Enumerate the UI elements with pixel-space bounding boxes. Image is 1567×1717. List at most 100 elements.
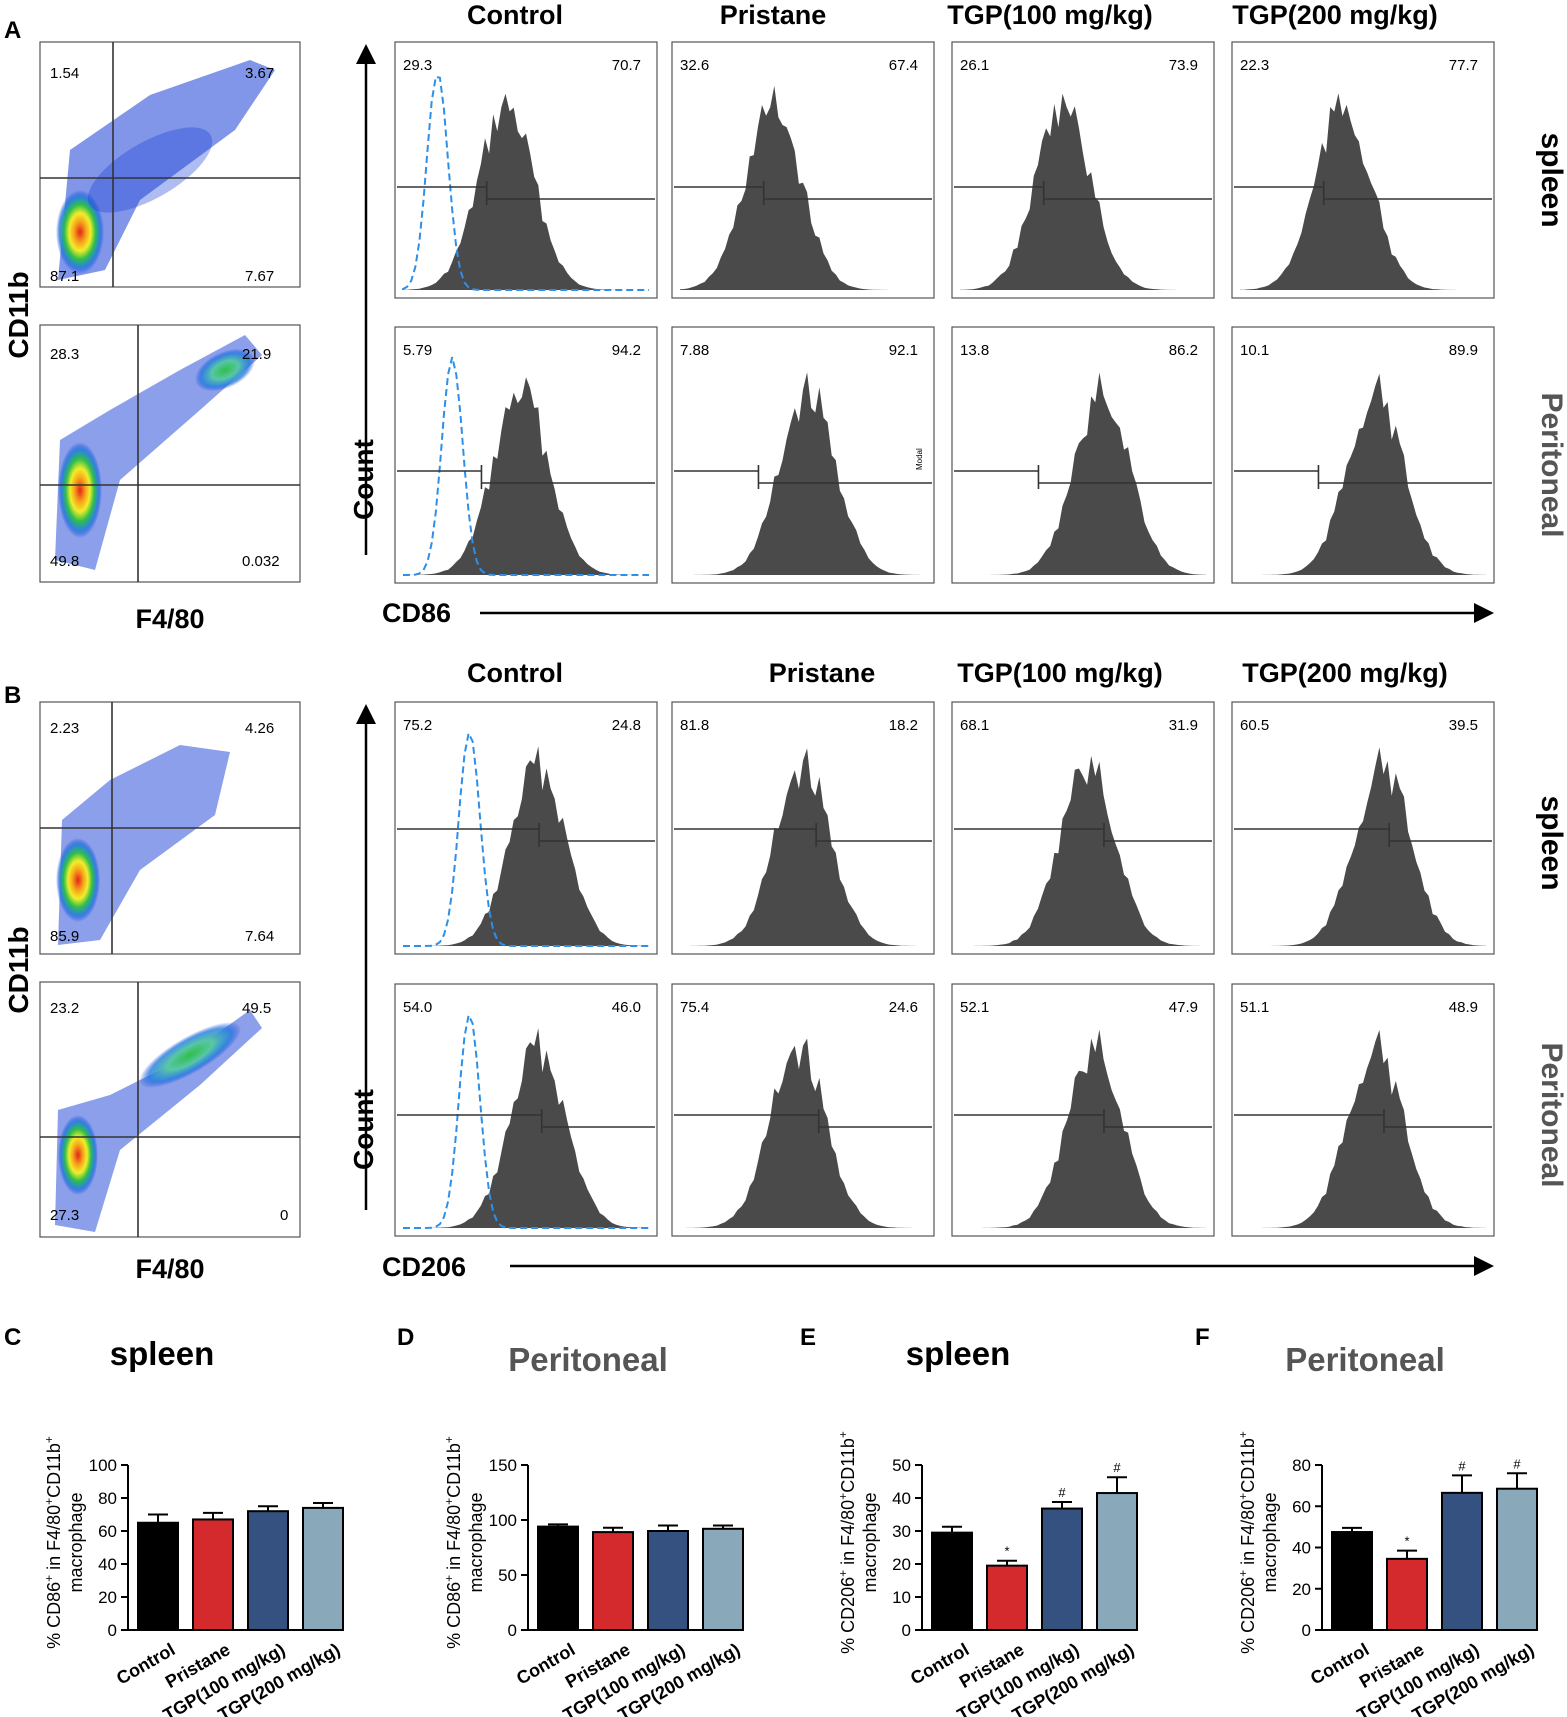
b-title-tgp100: TGP(100 mg/kg): [957, 658, 1163, 688]
chart-e-title: spleen: [906, 1335, 1011, 1372]
chart-e-ytick-label-4: 40: [892, 1489, 911, 1508]
chart-d-bar-2: [647, 1530, 689, 1631]
b-ylabel-cd11b: CD11b: [3, 926, 34, 1013]
a-spleen-histogram-3: [1240, 93, 1486, 290]
b-spleen-hist-3: 60.5 39.5: [1231, 701, 1495, 955]
b-peritoneal-isotype-curve: [403, 1012, 649, 1229]
b-xlabel-f480: F4/80: [135, 1254, 204, 1284]
a-peritoneal-histogram-2: [960, 372, 1206, 575]
chart-f-ytick-label-2: 40: [1292, 1539, 1311, 1558]
panel-b: Control Pristane TGP(100 mg/kg) TGP(200 …: [3, 658, 1567, 1284]
a-title-tgp200: TGP(200 mg/kg): [1232, 0, 1438, 30]
a-peritoneal-isotype-curve: [403, 356, 649, 576]
a-peritoneal-pos-pct-0: 94.2: [612, 342, 641, 359]
chart-e-bar-3: [1096, 1492, 1138, 1632]
b-dp-ll: 27.3: [50, 1207, 79, 1224]
b-peritoneal-neg-pct-1: 75.4: [680, 999, 709, 1016]
chart-c-ylabel: % CD86+ in F4/80+CD11b+: [42, 1436, 64, 1649]
chart-f-ytick-label-1: 20: [1292, 1580, 1311, 1599]
a-dp-lr: 0.032: [242, 553, 280, 570]
chart-e-annotation-1: *: [1004, 1544, 1009, 1559]
a-dp-ll: 49.8: [50, 553, 79, 570]
a-spleen-hist-2: 26.1 73.9: [951, 41, 1215, 299]
b-dp-lr: 0: [280, 1207, 288, 1224]
chart-e-ytick-label-3: 30: [892, 1522, 911, 1541]
b-peritoneal-hist-1: 75.4 24.6: [671, 983, 935, 1237]
b-spleen-hist-1: 81.8 18.2: [671, 701, 935, 955]
b-spleen-histogram-0: [403, 746, 649, 946]
b-spleen-isotype-curve: [403, 730, 649, 947]
b-title-control: Control: [467, 658, 563, 688]
b-ds-ll: 85.9: [50, 928, 79, 945]
chart-c-ylabel-line2: macrophage: [66, 1492, 86, 1592]
chart-d-ylabel-line2: macrophage: [466, 1492, 486, 1592]
a-spleen-neg-pct-2: 26.1: [960, 57, 989, 74]
b-spleen-pos-pct-2: 31.9: [1169, 717, 1198, 734]
chart-e-annotation-3: #: [1113, 1460, 1121, 1475]
a-modal-label: Modal: [915, 448, 924, 470]
b-ds-ul: 2.23: [50, 720, 79, 737]
chart-c-title: spleen: [110, 1335, 215, 1372]
a-peritoneal-pos-pct-3: 89.9: [1449, 342, 1478, 359]
a-peritoneal-histogram-1: [680, 372, 926, 575]
a-ds-ul: 1.54: [50, 65, 79, 82]
chart-c-ytick-label-3: 60: [98, 1522, 117, 1541]
b-peritoneal-pos-pct-3: 48.9: [1449, 999, 1478, 1016]
chart-d-title: Peritoneal: [508, 1341, 668, 1378]
chart-d-bar-1: [592, 1531, 634, 1631]
a-spleen-pos-pct-3: 77.7: [1449, 57, 1478, 74]
a-ds-ll: 87.1: [50, 268, 79, 285]
b-title-tgp200: TGP(200 mg/kg): [1242, 658, 1448, 688]
a-spleen-pos-pct-1: 67.4: [889, 57, 918, 74]
chart-e-ytick-label-1: 10: [892, 1588, 911, 1607]
a-spleen-neg-pct-0: 29.3: [403, 57, 432, 74]
a-spleen-histogram-0: [403, 93, 649, 290]
a-peritoneal-histogram-3: [1240, 373, 1486, 575]
b-peritoneal-pos-pct-1: 24.6: [889, 999, 918, 1016]
chart-d-bar-3: [702, 1527, 744, 1632]
chart-f-bar-1: [1386, 1557, 1428, 1631]
panel-letter-e: E: [800, 1324, 816, 1351]
chart-e-bar-2: [1041, 1507, 1083, 1632]
chart-d-ytick-label-2: 100: [489, 1511, 517, 1530]
a-spleen-hist-3: 22.3 77.7: [1231, 41, 1495, 299]
a-title-control: Control: [467, 0, 563, 30]
b-peritoneal-neg-pct-3: 51.1: [1240, 999, 1269, 1016]
a-peritoneal-hist-1: 7.88 92.1: [671, 326, 935, 584]
a-row-spleen: spleen: [1535, 132, 1567, 227]
a-spleen-hist-1: 32.6 67.4: [671, 41, 935, 299]
b-dp-ul: 23.2: [50, 1000, 79, 1017]
b-spleen-histogram-3: [1240, 747, 1486, 946]
b-peritoneal-hist-0: 54.0 46.0: [394, 983, 658, 1237]
a-spleen-neg-pct-1: 32.6: [680, 57, 709, 74]
b-spleen-neg-pct-0: 75.2: [403, 717, 432, 734]
b-spleen-neg-pct-1: 81.8: [680, 717, 709, 734]
chart-e-ytick-label-2: 20: [892, 1555, 911, 1574]
b-spleen-pos-pct-3: 39.5: [1449, 717, 1478, 734]
b-peritoneal-neg-pct-0: 54.0: [403, 999, 432, 1016]
chart-f-title: Peritoneal: [1285, 1341, 1445, 1378]
chart-d-ytick-label-1: 50: [498, 1566, 517, 1585]
chart-c-bar-3: [302, 1506, 344, 1632]
chart-d-ytick-label-3: 150: [489, 1456, 517, 1475]
a-row-peritoneal: Peritoneal: [1535, 392, 1567, 537]
b-dp-ur: 49.5: [242, 1000, 271, 1017]
b-peritoneal-histogram-1: [680, 1038, 926, 1228]
panel-letter-b: B: [4, 682, 21, 709]
b-peritoneal-hist-2: 52.1 47.9: [951, 983, 1215, 1237]
chart-c-ytick-label-1: 20: [98, 1588, 117, 1607]
chart-e-ylabel-line2: macrophage: [860, 1492, 880, 1592]
a-spleen-histogram-1: [680, 85, 926, 291]
b-dotplot-spleen: 2.23 4.26 85.9 7.64: [39, 701, 301, 955]
b-ds-ur: 4.26: [245, 720, 274, 737]
a-peritoneal-hist-2: 13.8 86.2: [951, 326, 1215, 584]
chart-c-bar-0: [137, 1521, 179, 1631]
b-histograms: 75.2 24.8 81.8 18.2 68.1 31.9 60.5 39.5 54.0 46.0…: [394, 701, 1495, 1237]
chart-e-ytick-label-5: 50: [892, 1456, 911, 1475]
panel-letter-a: A: [4, 17, 21, 44]
panel-letter-f: F: [1195, 1324, 1210, 1351]
chart-c-bar-1: [192, 1518, 234, 1631]
chart-e-ytick-label-0: 0: [902, 1621, 911, 1640]
chart-f-bar-0: [1331, 1531, 1373, 1631]
a-spleen-pos-pct-0: 70.7: [612, 57, 641, 74]
